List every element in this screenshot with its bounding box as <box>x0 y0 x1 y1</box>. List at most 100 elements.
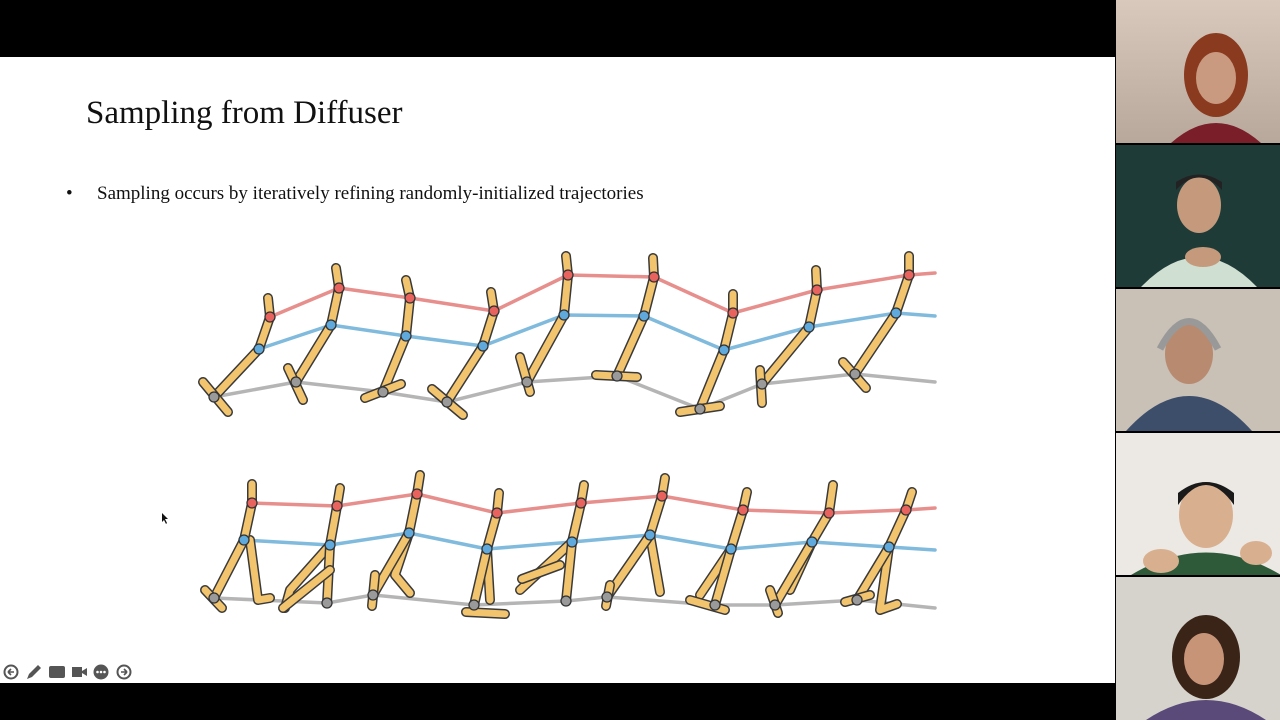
participant-image <box>1171 33 1261 143</box>
dot <box>96 670 99 674</box>
limb <box>210 294 274 401</box>
trajectory-curve <box>257 311 937 352</box>
joint <box>208 391 220 403</box>
trajectory-curve <box>268 271 937 319</box>
joint <box>321 597 333 609</box>
limb <box>646 531 664 596</box>
limb <box>379 276 414 396</box>
joint <box>558 309 570 321</box>
joint <box>253 343 265 355</box>
joint <box>851 594 863 606</box>
joint <box>560 595 572 607</box>
joint <box>694 403 706 415</box>
joint <box>246 497 258 509</box>
limb <box>369 471 424 599</box>
trajectory-curve <box>250 492 937 515</box>
participant-image <box>1146 615 1266 720</box>
prev-icon <box>7 668 14 676</box>
joint <box>890 307 902 319</box>
joint <box>806 536 818 548</box>
joint <box>403 527 415 539</box>
cc-button[interactable] <box>49 666 65 678</box>
bullet-list: Sampling occurs by iteratively refining … <box>66 183 644 205</box>
slide-title: Sampling from Diffuser <box>86 95 403 131</box>
joint <box>491 507 503 519</box>
joint <box>737 504 749 516</box>
limb <box>851 252 913 378</box>
joint <box>238 534 250 546</box>
joint <box>823 507 835 519</box>
joint <box>477 340 489 352</box>
mouse-cursor <box>162 513 168 524</box>
joint <box>331 500 343 512</box>
joint <box>488 305 500 317</box>
next-button[interactable] <box>116 664 132 680</box>
joint <box>377 386 389 398</box>
shared-slide: Sampling from Diffuser Sampling occurs b… <box>0 57 1115 683</box>
trajectory-curve <box>212 593 937 610</box>
camera-button[interactable] <box>72 667 87 677</box>
limb <box>292 264 343 386</box>
limb <box>758 266 821 388</box>
bullet: Sampling occurs by iteratively refining … <box>66 183 644 205</box>
limb <box>518 561 564 583</box>
trajectory-curve <box>212 372 937 411</box>
joint <box>900 504 912 516</box>
joint <box>709 599 721 611</box>
joint <box>521 376 533 388</box>
joint <box>769 599 781 611</box>
dot <box>99 670 103 674</box>
joint <box>324 539 336 551</box>
joint <box>725 543 737 555</box>
joint <box>481 543 493 555</box>
joint <box>903 269 915 281</box>
limb <box>523 252 572 386</box>
limb <box>771 481 837 609</box>
limb <box>711 488 751 609</box>
joint <box>208 592 220 604</box>
joint <box>849 368 861 380</box>
joint <box>566 536 578 548</box>
joint <box>756 378 768 390</box>
joint <box>575 497 587 509</box>
joint <box>644 529 656 541</box>
participant-video <box>1116 145 1280 287</box>
joint <box>325 319 337 331</box>
joint <box>333 282 345 294</box>
joint <box>367 589 379 601</box>
joint <box>648 271 660 283</box>
next-icon <box>121 668 128 676</box>
limb <box>246 536 274 604</box>
participant-image <box>1141 174 1257 287</box>
dot <box>103 670 106 674</box>
participant-video <box>1116 433 1280 575</box>
limb <box>462 608 509 618</box>
pen-button[interactable] <box>27 665 41 679</box>
joint <box>727 307 739 319</box>
limb <box>210 480 256 602</box>
joint <box>400 330 412 342</box>
bullet-text: Sampling occurs by iteratively refining … <box>97 183 644 204</box>
limb <box>613 254 658 380</box>
joint <box>264 311 276 323</box>
limb <box>470 489 503 609</box>
joint <box>803 321 815 333</box>
joint <box>468 599 480 611</box>
limb <box>853 488 916 604</box>
joint <box>656 490 668 502</box>
participant-image <box>1131 482 1280 575</box>
joint <box>718 344 730 356</box>
joint <box>290 376 302 388</box>
trajectory-curve <box>242 531 937 552</box>
joint <box>404 292 416 304</box>
joint <box>411 488 423 500</box>
joint <box>611 370 623 382</box>
joint <box>811 284 823 296</box>
limb <box>696 290 737 413</box>
presentation-controls <box>3 664 132 680</box>
joint <box>601 591 613 603</box>
limb <box>443 288 498 406</box>
limb <box>603 474 669 601</box>
prev-button[interactable] <box>3 664 19 680</box>
limb <box>279 566 334 612</box>
